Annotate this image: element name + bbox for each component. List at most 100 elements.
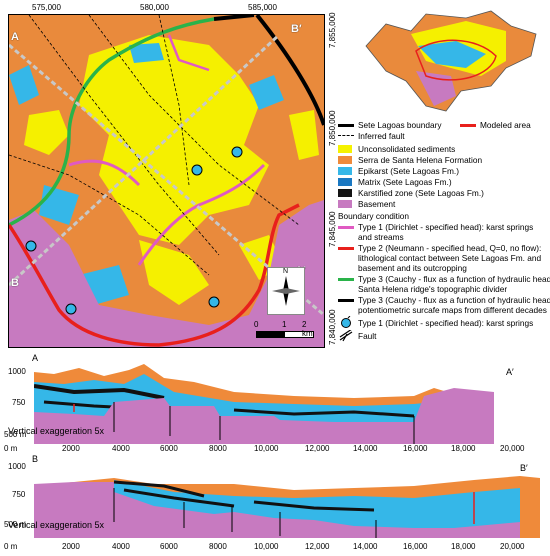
section-b-xtick: 10,000: [254, 542, 279, 551]
section-a-xtick: 20,000: [500, 444, 525, 453]
legend-fault: Fault: [338, 330, 550, 342]
section-b-exaggeration: Vertical exaggeration 5x: [8, 520, 105, 530]
section-a-ytick: 1000: [8, 367, 26, 376]
scale-start: 0: [254, 320, 259, 329]
legend-label: Type 2 (Neumann - specified head, Q=0, n…: [358, 243, 542, 253]
north-label: N: [283, 268, 289, 275]
legend-label: Type 1 (Dirichlet - specified head): kar…: [358, 222, 534, 232]
legend-unit: Unconsolidated sediments: [338, 144, 550, 154]
section-a-xtick: 14,000: [353, 444, 378, 453]
inset-map-canvas: [365, 10, 537, 112]
section-b-xtick: 6000: [160, 542, 178, 551]
legend-label: Karstified zone (Sete Lagoas Fm.): [358, 188, 484, 198]
section-a-xtick: 6000: [160, 444, 178, 453]
map-northing-tick: 7,845,000: [328, 211, 337, 247]
cross-section-a-canvas: [33, 364, 494, 444]
north-arrow: N: [267, 267, 305, 315]
cross-section-b: Vertical exaggeration 5x: [8, 462, 540, 538]
section-label-a: A: [11, 31, 19, 43]
map-easting-tick: 580,000: [140, 3, 169, 12]
legend-label: basement and its outcropping: [358, 263, 467, 273]
bc-line-icon: [338, 299, 354, 302]
map-northing-tick: 7,840,000: [328, 309, 337, 345]
legend-unit: Serra de Santa Helena Formation: [338, 155, 550, 165]
section-b-xtick: 8000: [209, 542, 227, 551]
bc-line-icon: [338, 278, 354, 281]
section-a-end: A′: [506, 367, 514, 377]
cross-section-a: Vertical exaggeration 5x: [8, 362, 540, 444]
legend-label: Inferred fault: [358, 131, 405, 141]
legend-label: Fault: [358, 331, 377, 341]
bc-line-icon: [338, 247, 354, 250]
legend-unit: Karstified zone (Sete Lagoas Fm.): [338, 188, 550, 198]
section-label-b: B: [11, 277, 19, 289]
legend-unit: Basement: [338, 199, 550, 209]
section-b-xtick: 12,000: [305, 542, 330, 551]
legend-bc-type3-green: Type 3 (Cauchy - flux as a function of h…: [338, 274, 550, 294]
dashed-line-icon: [338, 135, 354, 136]
legend-label: Sete Lagoas boundary: [358, 120, 442, 130]
section-a-xtick: 16,000: [403, 444, 428, 453]
inset-map: [356, 6, 546, 114]
section-b-x-axis: 0 m 2000 4000 6000 8000 10,000 12,000 14…: [0, 542, 550, 552]
legend-label: Type 3 (Cauchy - flux as a function of h…: [358, 295, 550, 305]
section-a-ytick: 750: [12, 398, 26, 407]
cross-section-b-canvas: [34, 476, 540, 538]
scale-bar: 0 1 2 km: [254, 320, 314, 345]
unit-swatch: [338, 178, 352, 186]
map-northing-tick: 7,850,000: [328, 110, 337, 146]
section-a-xtick: 10,000: [254, 444, 279, 453]
section-a-x-axis: 0 m 2000 4000 6000 8000 10,000 12,000 14…: [0, 444, 550, 454]
legend: Sete Lagoas boundary Modeled area Inferr…: [338, 120, 550, 345]
section-b-xtick: 20,000: [500, 542, 525, 551]
bc-line-icon: [338, 226, 354, 229]
legend-label: Santa Helena ridge's topographic divider: [358, 284, 508, 294]
legend-bc-type2: Type 2 (Neumann - specified head, Q=0, n…: [338, 243, 550, 273]
scale-mid: 1: [282, 320, 287, 329]
unit-swatch: [338, 145, 352, 153]
section-a-xtick: 4000: [112, 444, 130, 453]
section-b-ytick: 750: [12, 490, 26, 499]
section-a-xtick: 2000: [62, 444, 80, 453]
section-label-b-prime: B′: [291, 23, 302, 35]
section-b-ytick: 500 m: [4, 520, 27, 529]
section-a-ytick: 500 m: [4, 430, 27, 439]
map-easting-tick: 575,000: [32, 3, 61, 12]
section-b-ytick: 1000: [8, 462, 26, 471]
unit-swatch: [338, 167, 352, 175]
legend-bc-type1: Type 1 (Dirichlet - specified head): kar…: [338, 222, 550, 242]
section-b-start: B: [32, 454, 39, 464]
section-a-start: A: [32, 353, 39, 363]
section-b-xtick: 14,000: [353, 542, 378, 551]
unit-swatch: [338, 156, 352, 164]
map-northing-tick: 7,855,000: [328, 12, 337, 48]
compass-icon: [272, 276, 300, 306]
legend-item-sete-lagoas-boundary: Sete Lagoas boundary Modeled area: [338, 120, 550, 130]
section-b-xtick: 18,000: [451, 542, 476, 551]
section-a-exaggeration: Vertical exaggeration 5x: [8, 426, 105, 436]
legend-springs: Type 1 (Dirichlet - specified head): kar…: [338, 316, 550, 329]
geologic-map-canvas: [9, 15, 324, 347]
legend-label: Type 3 (Cauchy - flux as a function of h…: [358, 274, 550, 284]
legend-item-inferred-fault: Inferred fault: [338, 131, 550, 141]
scale-end: 2 km: [302, 320, 313, 338]
legend-label: Unconsolidated sediments: [358, 144, 456, 154]
legend-unit: Epikarst (Sete Lagoas Fm.): [338, 166, 550, 176]
section-a-xtick: 0 m: [4, 444, 18, 453]
legend-bc-type3-black: Type 3 (Cauchy - flux as a function of h…: [338, 295, 550, 315]
section-b-end: B′: [520, 463, 528, 473]
boundary-line-icon: [338, 124, 354, 127]
unit-swatch: [338, 200, 352, 208]
boundary-condition-title: Boundary condition: [338, 211, 410, 221]
section-a-xtick: 12,000: [305, 444, 330, 453]
legend-label: Basement: [358, 199, 396, 209]
legend-label: Matrix (Sete Lagoas Fm.): [358, 177, 452, 187]
legend-label: potentiometric surcafe maps from differe…: [358, 305, 547, 315]
section-b-xtick: 2000: [62, 542, 80, 551]
geologic-map: A B′ A′ B N 0 1 2 km: [8, 14, 325, 348]
legend-label: lithological contact between Sete Lagoas…: [358, 253, 542, 263]
legend-label: and streams: [358, 232, 404, 242]
section-a-xtick: 18,000: [451, 444, 476, 453]
legend-label: Epikarst (Sete Lagoas Fm.): [358, 166, 459, 176]
legend-unit: Matrix (Sete Lagoas Fm.): [338, 177, 550, 187]
